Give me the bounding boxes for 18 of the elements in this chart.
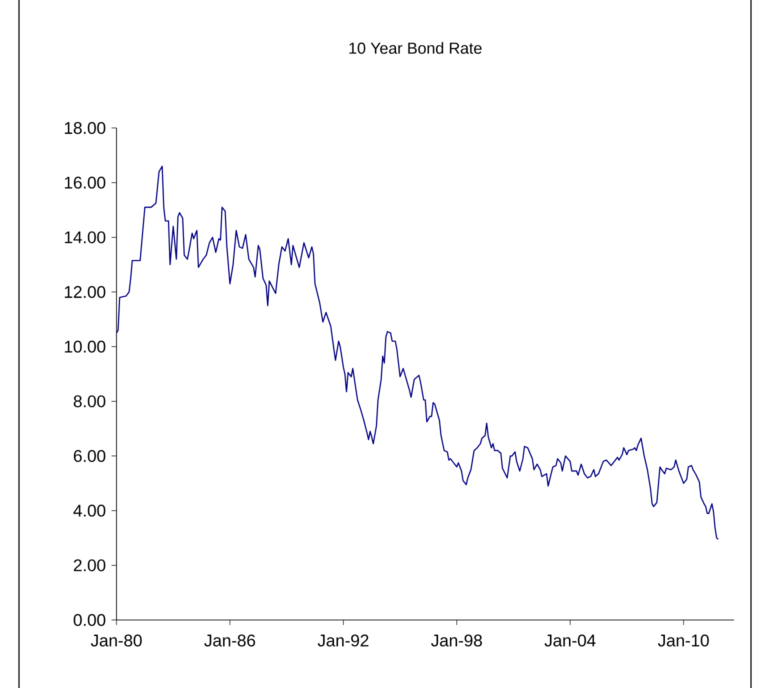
y-tick-label: 2.00 (74, 559, 106, 572)
x-tick-label: Jan-10 (658, 634, 709, 647)
y-tick-label: 18.00 (64, 122, 106, 134)
y-tick-label: 16.00 (64, 176, 106, 189)
y-tick-label: 12.00 (64, 286, 106, 298)
x-tick-label: Jan-80 (90, 634, 142, 647)
x-tick-label: Jan-86 (204, 634, 256, 647)
x-tick-label: Jan-92 (318, 634, 368, 647)
y-tick-label: 0.00 (74, 614, 106, 626)
y-tick-label: 8.00 (74, 395, 106, 408)
line-series (116, 166, 719, 540)
x-tick-label: Jan-04 (544, 634, 596, 647)
y-tick-label: 4.00 (73, 504, 106, 517)
y-tick-label: 6.00 (74, 450, 106, 462)
chart-title: 10 Year Bond Rate (349, 42, 482, 54)
y-tick-label: 14.00 (64, 231, 106, 244)
y-tick-label: 10.00 (64, 340, 106, 353)
x-tick-label: Jan-98 (431, 634, 482, 647)
